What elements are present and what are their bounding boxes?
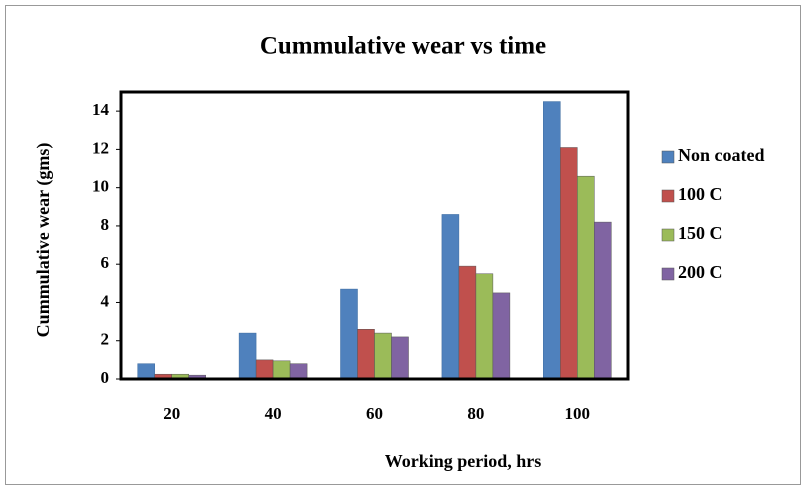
bar [289,363,308,380]
x-tick-label: 100 [565,404,591,423]
bar [137,363,155,380]
bar [577,175,595,380]
y-tick-label: 4 [101,291,110,310]
y-tick-label: 12 [92,138,109,157]
x-tick-label: 80 [467,404,484,423]
legend-swatch [661,150,675,164]
bar [357,329,375,380]
x-axis-label: Working period, hrs [385,451,542,471]
y-tick-label: 10 [92,177,109,196]
legend-label: 100 C [678,184,723,204]
y-tick-label: 6 [101,253,110,272]
bar [543,101,561,380]
bar [560,147,578,380]
y-tick-label: 14 [92,100,110,119]
bar [340,288,358,380]
bar [255,359,274,380]
y-tick-label: 0 [101,368,110,387]
y-axis-label: Cummulative wear (gms) [33,143,54,338]
bar [238,332,257,380]
legend-label: 200 C [678,262,723,282]
plot-frame [119,90,630,381]
legend-swatch [661,228,675,242]
bar [458,265,477,380]
bar [272,360,291,380]
x-tick-label: 60 [366,404,383,423]
bar [441,214,460,380]
bar [391,336,409,380]
y-tick-label: 8 [101,215,110,234]
legend-swatch [661,189,675,203]
legend-swatch [661,267,675,281]
bar [374,332,392,380]
legend-label: Non coated [678,145,765,165]
x-tick-label: 40 [265,404,282,423]
chart-border [5,5,801,485]
bar [475,273,494,380]
legend-label: 150 C [678,223,723,243]
y-tick-label: 2 [101,330,110,349]
bar [492,292,511,380]
chart-title: Cummulative wear vs time [260,33,546,60]
bar [594,221,612,380]
x-tick-label: 20 [163,404,180,423]
